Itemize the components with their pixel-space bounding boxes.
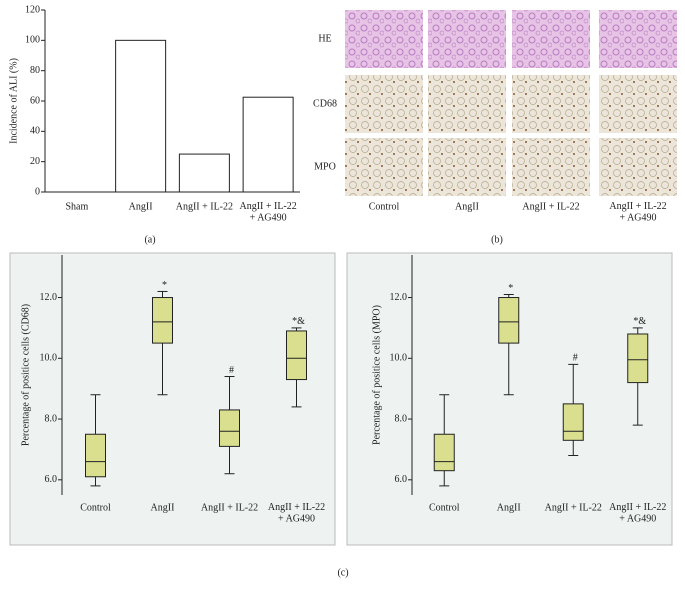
- y-tick-label: 0: [35, 186, 40, 197]
- x-tick-label: AngII + IL-22: [545, 502, 602, 513]
- box: [219, 409, 240, 447]
- micrograph: [512, 138, 590, 196]
- annotation: #: [229, 365, 234, 376]
- y-tick-label: 12.0: [390, 292, 408, 303]
- y-tick-label: 80: [30, 65, 40, 76]
- x-tick-label: AngII: [151, 502, 175, 513]
- box: [498, 297, 520, 344]
- micrograph: [599, 138, 677, 196]
- micrograph: [512, 10, 590, 68]
- x-tick-label: Sham: [65, 201, 88, 212]
- column-label: AngII + IL-22: [522, 201, 579, 212]
- micrograph: [345, 75, 423, 133]
- row-label: HE: [318, 33, 331, 44]
- y-tick-label: 100: [25, 35, 40, 46]
- x-tick-label: AngII + IL-22 + AG490: [609, 502, 666, 525]
- x-tick-label: AngII + IL-22: [201, 502, 258, 513]
- y-tick-label: 20: [30, 156, 40, 167]
- micrograph: [345, 10, 423, 68]
- x-tick-label: Control: [80, 502, 111, 513]
- plot-frame: [9, 252, 336, 546]
- annotation: *&: [633, 316, 646, 327]
- y-axis-label: Incidence of ALI (%): [8, 58, 19, 144]
- micrograph: [345, 138, 423, 196]
- column-label: Control: [369, 201, 400, 212]
- annotation: *: [162, 280, 167, 291]
- x-tick-label: Control: [429, 502, 460, 513]
- x-tick-label: AngII + IL-22 + AG490: [239, 201, 296, 224]
- column-label: AngII: [455, 201, 479, 212]
- micrograph: [512, 75, 590, 133]
- annotation: #: [573, 353, 578, 364]
- y-tick-label: 40: [30, 126, 40, 137]
- column-label: AngII + IL-22 + AG490: [609, 201, 666, 224]
- x-tick-label: AngII: [129, 201, 153, 212]
- y-tick-label: 60: [30, 95, 40, 106]
- panel-label: (b): [491, 234, 503, 245]
- box: [562, 403, 584, 441]
- bar: [242, 96, 294, 193]
- y-tick-label: 6.0: [45, 474, 58, 485]
- panel-label: (c): [337, 567, 348, 578]
- y-tick-label: 8.0: [395, 413, 408, 424]
- box: [286, 330, 307, 381]
- micrograph: [599, 10, 677, 68]
- micrograph: [428, 75, 506, 133]
- micrograph: [428, 138, 506, 196]
- micrograph: [428, 10, 506, 68]
- y-tick-label: 120: [25, 4, 40, 15]
- y-tick-label: 12.0: [40, 292, 58, 303]
- annotation: *: [508, 283, 513, 294]
- annotation: *&: [292, 316, 305, 327]
- x-tick-label: AngII + IL-22: [176, 201, 233, 212]
- x-tick-label: AngII + IL-22 + AG490: [268, 502, 325, 525]
- box: [433, 433, 455, 472]
- panel-label: (a): [144, 234, 155, 245]
- box: [627, 333, 649, 384]
- micrograph: [599, 75, 677, 133]
- y-tick-label: 10.0: [40, 353, 58, 364]
- y-axis-label: Percentage of positice cells (MPO): [371, 305, 382, 445]
- y-tick-label: 6.0: [395, 474, 408, 485]
- bar: [178, 153, 230, 193]
- box: [152, 297, 173, 344]
- bar: [115, 39, 167, 193]
- box: [85, 433, 106, 478]
- x-tick-label: AngII: [497, 502, 521, 513]
- row-label: MPO: [314, 161, 336, 172]
- y-tick-label: 8.0: [45, 413, 58, 424]
- row-label: CD68: [313, 98, 337, 109]
- y-tick-label: 10.0: [390, 353, 408, 364]
- y-axis-label: Percentage of positice cells (CD68): [20, 304, 31, 446]
